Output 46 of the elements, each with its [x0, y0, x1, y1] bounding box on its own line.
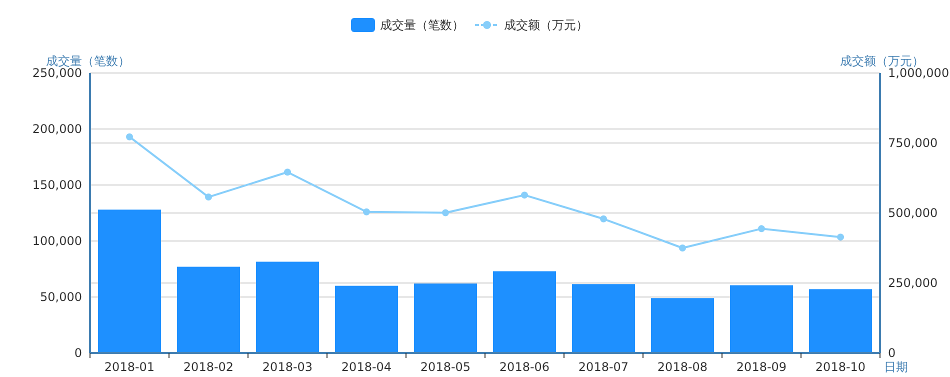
- y-tick-label: 200,000: [32, 122, 82, 136]
- point: [442, 209, 449, 216]
- bar: [98, 210, 161, 353]
- point: [758, 225, 765, 232]
- x-tick-label: 2018-10: [815, 360, 866, 374]
- y2-tick-label: 1,000,000: [888, 66, 950, 80]
- y2-tick-label: 750,000: [888, 136, 938, 150]
- point: [126, 133, 133, 140]
- bar: [256, 262, 319, 353]
- y-tick-label: 0: [74, 346, 82, 360]
- bar: [177, 266, 240, 353]
- y2-axis-title: 成交额（万元）: [840, 54, 924, 68]
- bar: [335, 286, 398, 353]
- legend-label: 成交额（万元）: [504, 18, 588, 32]
- x-axis-title: 日期: [884, 360, 908, 374]
- point: [600, 215, 607, 222]
- y-axis-title: 成交量（笔数）: [46, 54, 130, 68]
- y2-tick-label: 0: [888, 346, 896, 360]
- x-tick-label: 2018-02: [183, 360, 234, 374]
- y-tick-label: 250,000: [32, 66, 82, 80]
- point: [521, 192, 528, 199]
- y2-tick-label: 250,000: [888, 276, 938, 290]
- x-tick-label: 2018-07: [578, 360, 629, 374]
- x-tick-label: 2018-05: [420, 360, 471, 374]
- point: [205, 194, 212, 201]
- bar: [809, 289, 872, 353]
- y2-tick-label: 500,000: [888, 206, 938, 220]
- legend-label: 成交量（笔数）: [380, 18, 464, 32]
- x-tick-label: 2018-06: [499, 360, 550, 374]
- point: [679, 244, 686, 252]
- y-tick-label: 50,000: [40, 290, 82, 304]
- x-tick-label: 2018-03: [262, 360, 313, 374]
- bar: [572, 284, 635, 353]
- bar: [414, 284, 477, 353]
- x-tick-label: 2018-01: [104, 360, 155, 374]
- bar: [651, 298, 714, 353]
- y-tick-label: 150,000: [32, 178, 82, 192]
- point: [837, 234, 844, 241]
- y-tick-label: 100,000: [32, 234, 82, 248]
- bar: [493, 271, 556, 353]
- x-tick-label: 2018-04: [341, 360, 392, 374]
- x-tick-label: 2018-09: [736, 360, 787, 374]
- bar: [730, 285, 793, 353]
- point: [284, 168, 291, 176]
- point: [363, 208, 370, 216]
- x-tick-label: 2018-08: [657, 360, 708, 374]
